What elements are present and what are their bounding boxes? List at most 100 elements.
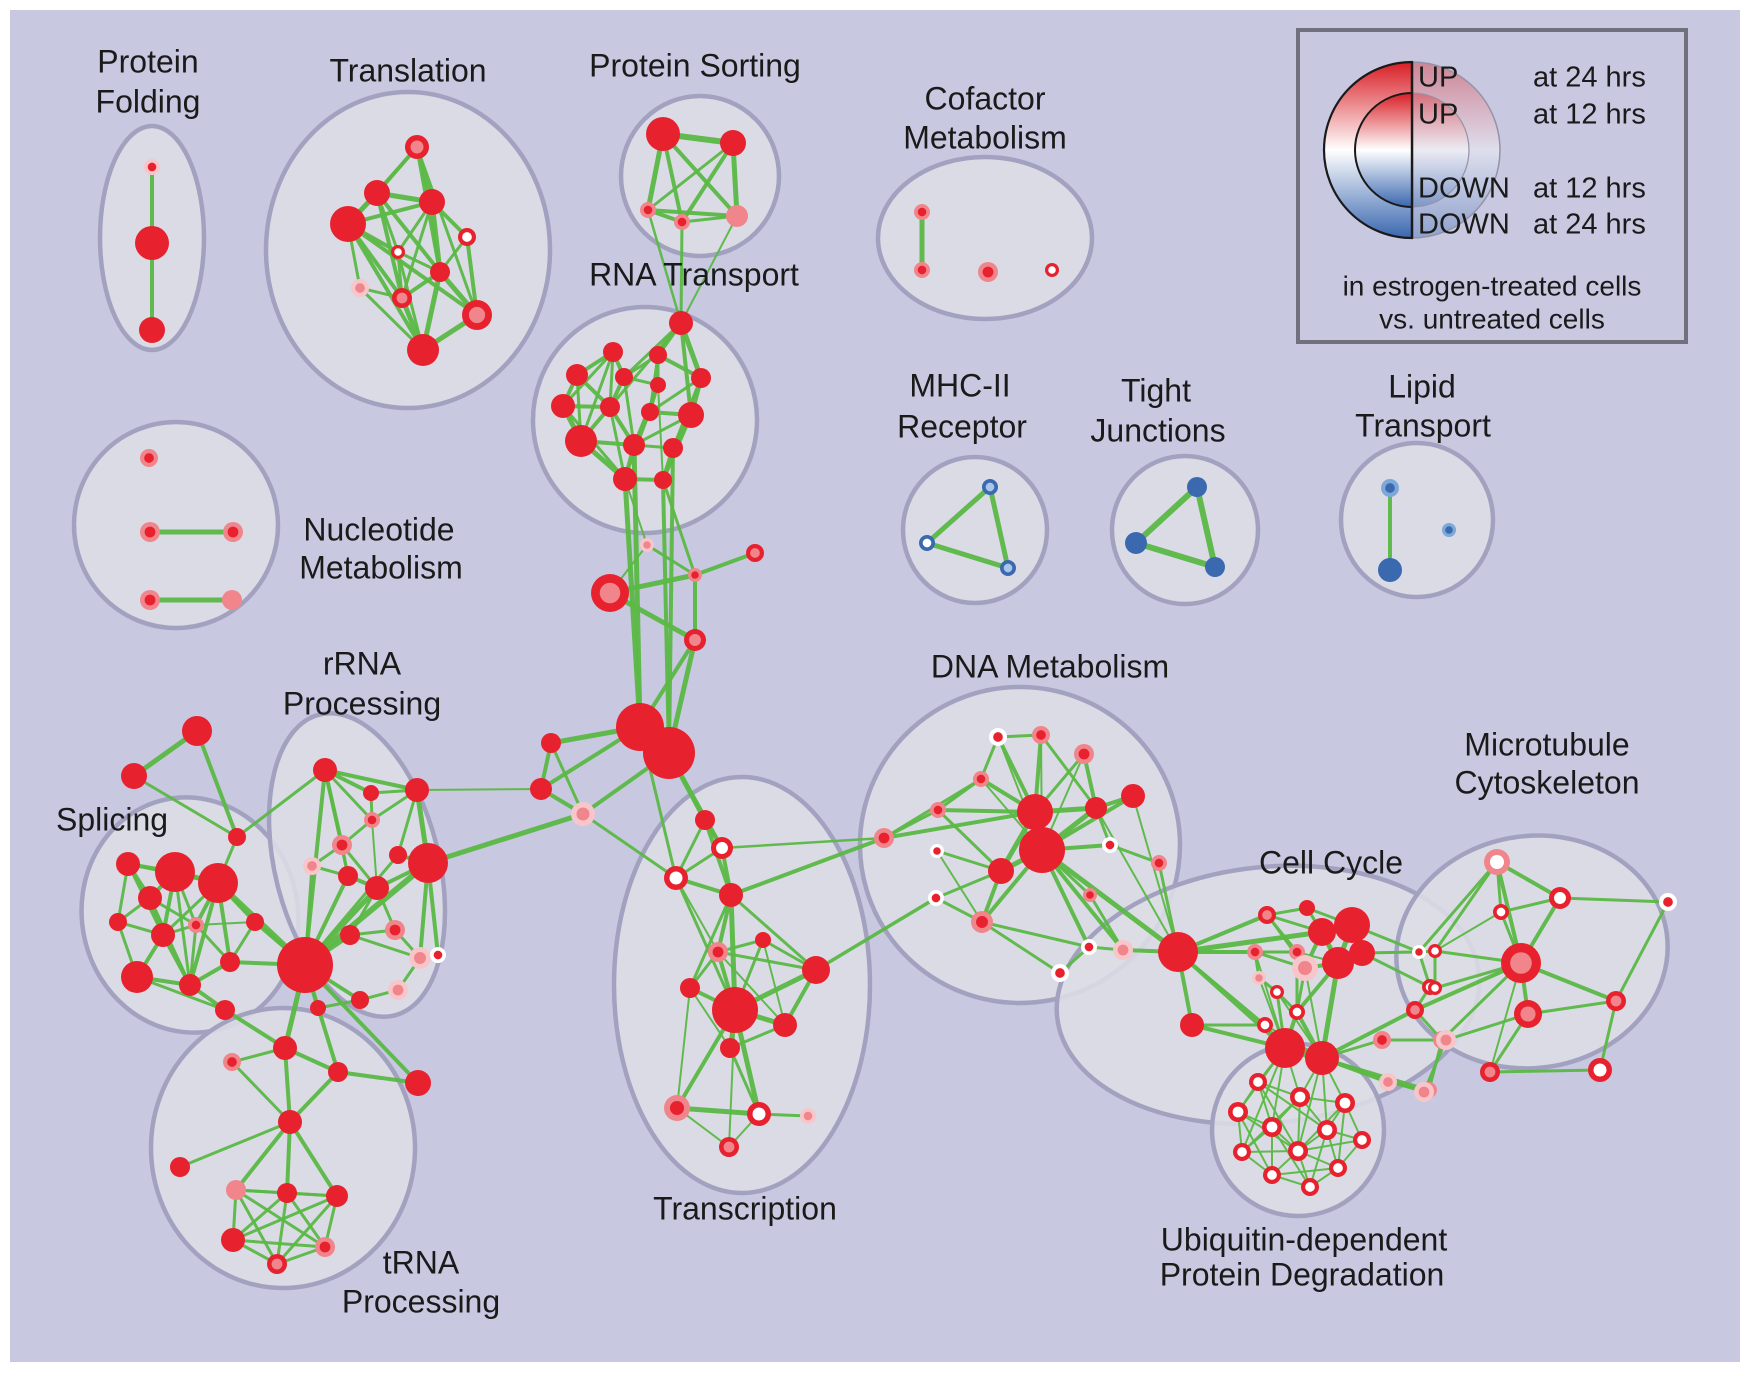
network-node[interactable] xyxy=(1289,1004,1305,1020)
network-node[interactable] xyxy=(1335,1093,1355,1113)
network-node[interactable] xyxy=(708,942,728,962)
network-node[interactable] xyxy=(340,925,360,945)
network-node[interactable] xyxy=(1588,1058,1612,1082)
network-node[interactable] xyxy=(914,204,930,220)
network-node[interactable] xyxy=(664,1095,690,1121)
network-node[interactable] xyxy=(640,202,656,218)
network-node[interactable] xyxy=(1484,849,1510,875)
network-node[interactable] xyxy=(719,1137,739,1157)
network-node[interactable] xyxy=(978,262,998,282)
network-node[interactable] xyxy=(973,771,989,787)
network-node[interactable] xyxy=(1083,888,1097,902)
network-node[interactable] xyxy=(989,728,1007,746)
network-node[interactable] xyxy=(351,279,369,297)
network-node[interactable] xyxy=(747,1102,771,1126)
network-node[interactable] xyxy=(140,522,160,542)
network-node[interactable] xyxy=(641,403,659,421)
network-node[interactable] xyxy=(138,886,162,910)
network-node[interactable] xyxy=(691,368,711,388)
network-node[interactable] xyxy=(364,812,380,828)
network-node[interactable] xyxy=(151,923,175,947)
network-node[interactable] xyxy=(571,802,595,826)
network-node[interactable] xyxy=(405,778,429,802)
network-node[interactable] xyxy=(365,876,389,900)
network-node[interactable] xyxy=(391,245,405,259)
network-node[interactable] xyxy=(303,857,321,875)
network-node[interactable] xyxy=(640,538,654,552)
network-node[interactable] xyxy=(1442,523,1456,537)
network-node[interactable] xyxy=(800,1108,816,1124)
network-node[interactable] xyxy=(1265,1028,1305,1068)
network-node[interactable] xyxy=(1381,479,1399,497)
network-node[interactable] xyxy=(1659,893,1677,911)
network-node[interactable] xyxy=(182,716,212,746)
network-node[interactable] xyxy=(1292,955,1318,981)
network-node[interactable] xyxy=(1262,1117,1282,1137)
network-node[interactable] xyxy=(222,590,242,610)
network-node[interactable] xyxy=(930,844,944,858)
network-node[interactable] xyxy=(1158,932,1198,972)
network-node[interactable] xyxy=(1373,1031,1391,1049)
network-node[interactable] xyxy=(1151,855,1167,871)
network-node[interactable] xyxy=(663,438,683,458)
network-node[interactable] xyxy=(363,785,379,801)
network-node[interactable] xyxy=(140,590,160,610)
network-node[interactable] xyxy=(711,837,733,859)
network-node[interactable] xyxy=(613,467,637,491)
network-node[interactable] xyxy=(591,574,629,612)
network-node[interactable] xyxy=(430,262,450,282)
network-node[interactable] xyxy=(720,130,746,156)
network-node[interactable] xyxy=(1019,827,1065,873)
network-node[interactable] xyxy=(1317,1120,1337,1140)
network-node[interactable] xyxy=(1301,1178,1319,1196)
network-node[interactable] xyxy=(1412,945,1426,959)
network-node[interactable] xyxy=(1428,944,1442,958)
network-node[interactable] xyxy=(1353,1131,1371,1149)
network-node[interactable] xyxy=(530,778,552,800)
network-node[interactable] xyxy=(695,810,715,830)
network-node[interactable] xyxy=(170,1157,190,1177)
network-node[interactable] xyxy=(1187,477,1207,497)
network-node[interactable] xyxy=(712,987,758,1033)
network-node[interactable] xyxy=(1205,557,1225,577)
network-node[interactable] xyxy=(1299,900,1315,916)
network-node[interactable] xyxy=(1493,904,1509,920)
network-node[interactable] xyxy=(405,135,429,159)
network-node[interactable] xyxy=(1263,1166,1281,1184)
network-node[interactable] xyxy=(914,262,930,278)
network-node[interactable] xyxy=(688,568,702,582)
network-node[interactable] xyxy=(198,863,238,903)
network-node[interactable] xyxy=(1288,1141,1308,1161)
network-node[interactable] xyxy=(1406,1001,1424,1019)
network-node[interactable] xyxy=(409,947,431,969)
network-node[interactable] xyxy=(140,449,158,467)
network-node[interactable] xyxy=(1228,1102,1248,1122)
network-node[interactable] xyxy=(928,890,944,906)
network-node[interactable] xyxy=(1308,918,1336,946)
network-node[interactable] xyxy=(1349,940,1375,966)
network-node[interactable] xyxy=(223,1053,241,1071)
network-node[interactable] xyxy=(919,535,935,551)
network-node[interactable] xyxy=(351,991,369,1009)
network-node[interactable] xyxy=(135,226,169,260)
network-node[interactable] xyxy=(1414,1082,1434,1102)
network-node[interactable] xyxy=(1334,907,1370,943)
network-node[interactable] xyxy=(1378,558,1402,582)
network-node[interactable] xyxy=(1322,947,1354,979)
network-node[interactable] xyxy=(1102,837,1118,853)
network-node[interactable] xyxy=(1233,1143,1251,1161)
network-node[interactable] xyxy=(389,846,407,864)
network-node[interactable] xyxy=(678,402,704,428)
network-node[interactable] xyxy=(223,522,243,542)
network-node[interactable] xyxy=(1257,1017,1273,1033)
network-node[interactable] xyxy=(328,1062,348,1082)
network-node[interactable] xyxy=(1113,940,1133,960)
network-node[interactable] xyxy=(719,883,743,907)
network-node[interactable] xyxy=(1549,887,1571,909)
network-node[interactable] xyxy=(419,189,445,215)
network-node[interactable] xyxy=(1258,906,1276,924)
network-node[interactable] xyxy=(430,947,446,963)
network-node[interactable] xyxy=(1121,784,1145,808)
network-node[interactable] xyxy=(228,828,246,846)
network-node[interactable] xyxy=(1252,971,1266,985)
